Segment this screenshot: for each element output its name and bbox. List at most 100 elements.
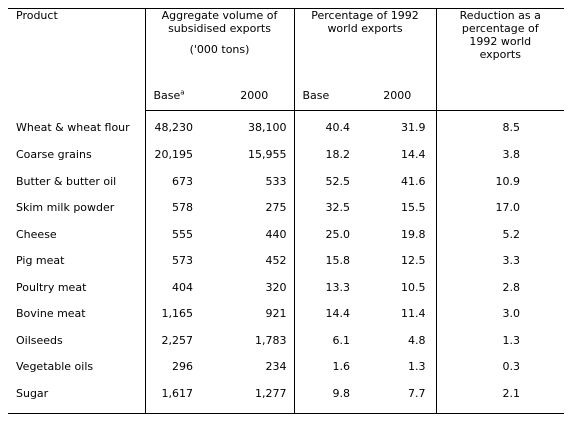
volume-2000-cell: 320 (197, 280, 295, 307)
table-row: Sugar 1,617 1,277 9.8 7.7 2.1 (8, 386, 565, 414)
reduction-cell: 3.8 (502, 148, 521, 161)
volume-units-label: ('000 tons) (189, 43, 250, 56)
volume-base-cell: 296 (172, 360, 193, 373)
pct-2000-cell: 14.4 (359, 148, 437, 175)
reduction-cell: 3.0 (502, 307, 521, 320)
pct-base-cell: 25.0 (325, 227, 351, 241)
table-row: Cheese 555 440 25.0 19.8 5.2 (8, 227, 564, 254)
pct-2000-cell: 4.8 (359, 333, 437, 360)
pct-base-cell: 40.4 (325, 121, 351, 134)
spacer-row (8, 110, 564, 122)
volume-2000-subheader: 2000 (197, 89, 295, 111)
reduction-cell: 8.5 (502, 121, 521, 134)
reduction-cell: 17.0 (495, 201, 521, 214)
table-row: Wheat & wheat flour 48,230 38,100 40.4 31.9 8… (8, 121, 564, 148)
volume-2000-cell: 275 (197, 201, 295, 228)
pct-2000-cell: 12.5 (359, 254, 437, 281)
product-cell: Sugar (8, 386, 146, 414)
reduction-header-label: Reduction as a percentage of 1992 world … (459, 9, 541, 61)
volume-2000-cell: 440 (197, 227, 295, 254)
product-cell: Coarse grains (8, 148, 146, 175)
table-row: Poultry meat 404 320 13.3 10.5 2.8 (8, 280, 564, 307)
base-label: Base (153, 89, 181, 102)
volume-2000-cell: 15,955 (197, 148, 295, 175)
volume-2000-cell: 1,783 (197, 333, 295, 360)
volume-2000-cell: 1,277 (197, 386, 295, 414)
product-cell: Bovine meat (8, 307, 146, 334)
reduction-cell: 0.3 (502, 360, 521, 373)
header-row: Product Aggregate volume of subsidised e… (8, 8, 565, 89)
percentage-header: Percentage of 1992 world exports (294, 8, 437, 89)
volume-base-cell: 1,617 (145, 386, 197, 414)
volume-base-subheader: Basea (145, 89, 197, 111)
table-row: Skim milk powder 578 275 32.5 15.5 17.0 (8, 201, 564, 228)
product-cell: Poultry meat (8, 280, 146, 307)
pct-2000-subheader: 2000 (359, 89, 437, 111)
table-row: Coarse grains 20,195 15,955 18.2 14.4 3.8 (8, 148, 564, 175)
volume-base-cell: 1,165 (161, 307, 194, 320)
pct-base-cell: 6.1 (332, 333, 351, 347)
subheader-row: Basea 2000 Base 2000 (8, 89, 565, 111)
table-row: Oilseeds 2,257 1,783 6.1 4.8 1.3 (8, 333, 564, 360)
base-footnote-marker: a (180, 88, 185, 97)
volume-base-cell: 573 (172, 254, 193, 267)
volume-2000-cell: 234 (197, 360, 295, 387)
product-cell: Oilseeds (8, 333, 146, 360)
volume-base-cell: 404 (172, 280, 193, 294)
pct-base-cell: 15.8 (325, 254, 351, 267)
volume-base-cell: 578 (172, 201, 193, 214)
pct-base-cell: 1.6 (332, 360, 351, 373)
product-cell: Skim milk powder (8, 201, 146, 228)
spacer-cell (294, 111, 359, 122)
product-cell: Vegetable oils (8, 360, 146, 387)
volume-2000-cell: 921 (197, 307, 295, 334)
pct-2000-cell: 11.4 (359, 307, 437, 334)
pct-base-subheader: Base (294, 89, 360, 111)
reduction-subheader-empty (436, 89, 565, 111)
pct-base-cell: 18.2 (325, 148, 351, 161)
reduction-cell: 5.2 (502, 227, 521, 241)
volume-base-cell: 48,230 (154, 121, 194, 134)
table-row: Pig meat 573 452 15.8 12.5 3.3 (8, 254, 564, 281)
reduction-cell: 1.3 (502, 333, 521, 347)
product-cell: Wheat & wheat flour (8, 121, 146, 148)
pct-2000-cell: 1.3 (359, 360, 437, 387)
pct-base-cell: 13.3 (325, 280, 351, 294)
volume-base-cell: 673 (172, 174, 193, 188)
volume-base-cell: 2,257 (161, 333, 194, 347)
product-cell: Butter & butter oil (8, 174, 146, 201)
reduction-cell: 3.3 (502, 254, 521, 267)
pct-base-cell: 9.8 (294, 386, 360, 414)
pct-2000-cell: 15.5 (359, 201, 437, 228)
spacer-cell (145, 111, 197, 122)
volume-base-cell: 555 (172, 227, 193, 241)
table-row: Butter & butter oil 673 533 52.5 41.6 10.9 (8, 174, 564, 201)
reduction-cell: 2.1 (436, 386, 565, 414)
subsidised-exports-table: Product Aggregate volume of subsidised e… (8, 8, 565, 414)
spacer-cell (436, 111, 564, 122)
volume-header-label: Aggregate volume of subsidised exports (161, 9, 278, 35)
table-row: Bovine meat 1,165 921 14.4 11.4 3.0 (8, 307, 564, 334)
pct-2000-cell: 31.9 (359, 121, 437, 148)
reduction-cell: 10.9 (495, 174, 521, 188)
volume-2000-cell: 533 (197, 174, 295, 201)
reduction-header: Reduction as a percentage of 1992 world … (436, 8, 565, 89)
volume-base-cell: 20,195 (154, 148, 194, 161)
volume-2000-cell: 38,100 (197, 121, 295, 148)
reduction-cell: 2.8 (502, 280, 521, 294)
table-row: Vegetable oils 296 234 1.6 1.3 0.3 (8, 360, 564, 387)
volume-2000-cell: 452 (197, 254, 295, 281)
product-cell: Cheese (8, 227, 146, 254)
pct-2000-cell: 7.7 (359, 386, 437, 414)
volume-header: Aggregate volume of subsidised exports (… (145, 8, 295, 89)
product-cell: Pig meat (8, 254, 146, 281)
subheader-empty (8, 89, 146, 111)
spacer-cell (359, 110, 437, 121)
pct-base-cell: 14.4 (325, 307, 351, 320)
pct-2000-cell: 19.8 (359, 227, 437, 254)
spacer-cell (8, 110, 146, 121)
pct-base-cell: 52.5 (325, 174, 351, 188)
product-header: Product (8, 8, 146, 89)
percentage-header-label: Percentage of 1992 world exports (311, 9, 419, 35)
